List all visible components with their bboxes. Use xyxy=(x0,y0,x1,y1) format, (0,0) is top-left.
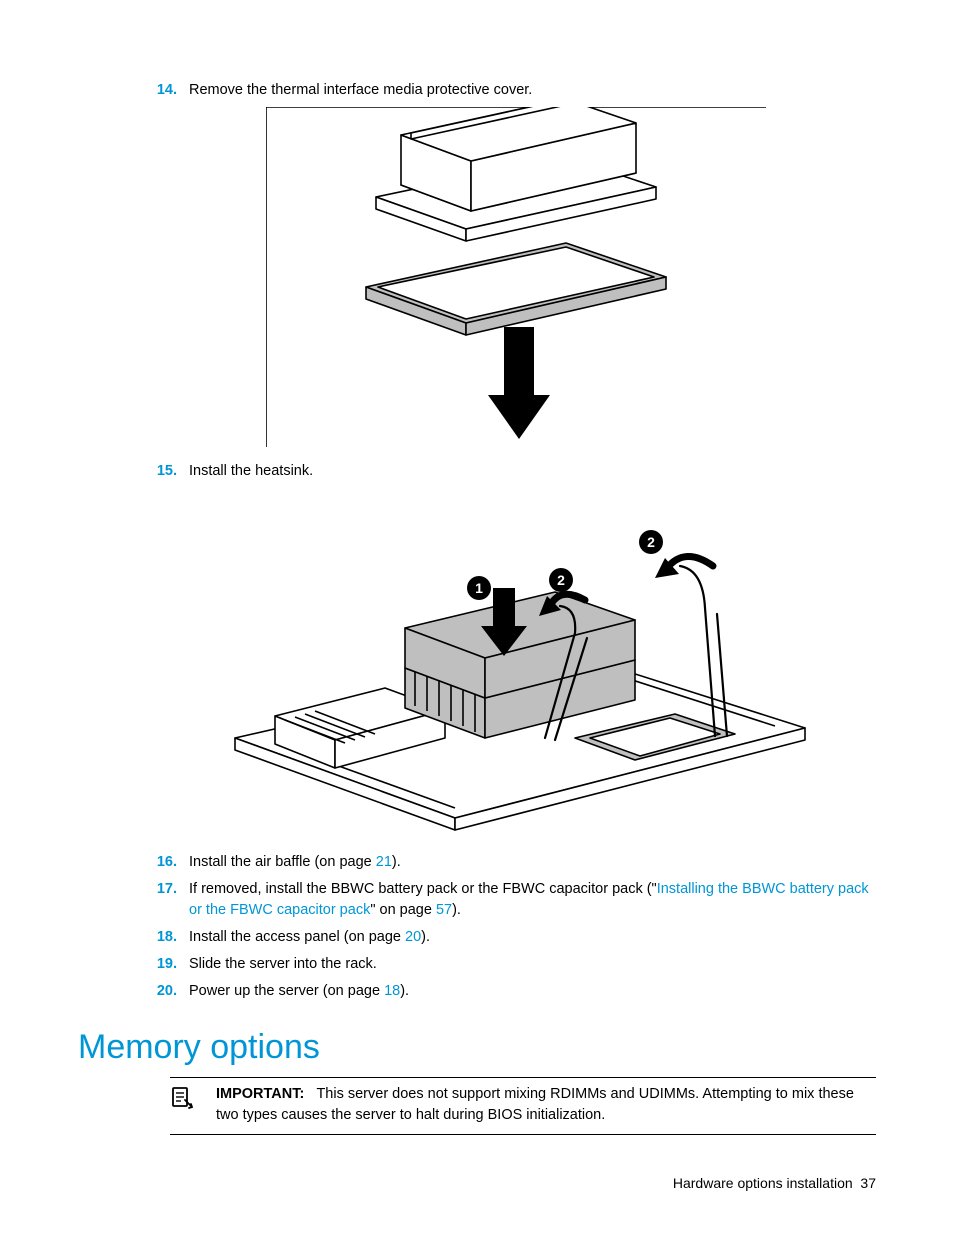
figure-2-svg: 1 2 2 xyxy=(215,488,825,838)
page: 14. Remove the thermal interface media p… xyxy=(0,0,954,1235)
step-text: Power up the server (on page xyxy=(189,983,384,999)
ordered-list: 14. Remove the thermal interface media p… xyxy=(155,80,876,1002)
step-body: Slide the server into the rack. xyxy=(189,954,876,975)
step-17: 17. If removed, install the BBWC battery… xyxy=(155,879,876,921)
step-text: ). xyxy=(452,902,461,918)
callout-body: This server does not support mixing RDIM… xyxy=(216,1086,854,1123)
step-body: Remove the thermal interface media prote… xyxy=(189,80,876,101)
step-19: 19. Slide the server into the rack. xyxy=(155,954,876,975)
step-text: Install the access panel (on page xyxy=(189,929,405,945)
important-callout: IMPORTANT: This server does not support … xyxy=(170,1077,876,1135)
step-body: Power up the server (on page 18). xyxy=(189,981,876,1002)
callout-text: IMPORTANT: This server does not support … xyxy=(216,1084,876,1126)
footer-page: 37 xyxy=(860,1175,876,1191)
step-number: 20. xyxy=(155,981,189,1002)
step-text: Remove the thermal interface media prote… xyxy=(189,82,532,98)
step-text: Install the air baffle (on page xyxy=(189,854,376,870)
important-icon xyxy=(170,1084,216,1126)
step-text: ). xyxy=(400,983,409,999)
step-14: 14. Remove the thermal interface media p… xyxy=(155,80,876,101)
page-link[interactable]: 21 xyxy=(376,854,392,870)
step-15: 15. Install the heatsink. xyxy=(155,461,876,482)
step-18: 18. Install the access panel (on page 20… xyxy=(155,927,876,948)
step-text: Install the heatsink. xyxy=(189,463,313,479)
page-link[interactable]: 18 xyxy=(384,983,400,999)
step-body: Install the heatsink. xyxy=(189,461,876,482)
step-number: 15. xyxy=(155,461,189,482)
figure-1-svg xyxy=(266,107,766,447)
step-body: Install the access panel (on page 20). xyxy=(189,927,876,948)
section-heading: Memory options xyxy=(78,1028,876,1067)
step-20: 20. Power up the server (on page 18). xyxy=(155,981,876,1002)
step-number: 17. xyxy=(155,879,189,921)
callout-label: IMPORTANT: xyxy=(216,1086,304,1102)
step-body: Install the air baffle (on page 21). xyxy=(189,852,876,873)
page-footer: Hardware options installation 37 xyxy=(673,1175,876,1191)
footer-section: Hardware options installation xyxy=(673,1175,853,1191)
callout-label-2a: 2 xyxy=(557,572,565,588)
step-text: " on page xyxy=(370,902,436,918)
step-text: Slide the server into the rack. xyxy=(189,956,377,972)
step-text: ). xyxy=(421,929,430,945)
page-link[interactable]: 57 xyxy=(436,902,452,918)
callout-label-1: 1 xyxy=(475,580,483,596)
figure-thermal-cover xyxy=(266,107,876,447)
step-16: 16. Install the air baffle (on page 21). xyxy=(155,852,876,873)
step-number: 18. xyxy=(155,927,189,948)
callout-label-2b: 2 xyxy=(647,534,655,550)
step-number: 16. xyxy=(155,852,189,873)
step-number: 19. xyxy=(155,954,189,975)
step-body: If removed, install the BBWC battery pac… xyxy=(189,879,876,921)
figure-install-heatsink: 1 2 2 xyxy=(215,488,876,838)
page-link[interactable]: 20 xyxy=(405,929,421,945)
step-text: If removed, install the BBWC battery pac… xyxy=(189,881,657,897)
step-text: ). xyxy=(392,854,401,870)
step-number: 14. xyxy=(155,80,189,101)
